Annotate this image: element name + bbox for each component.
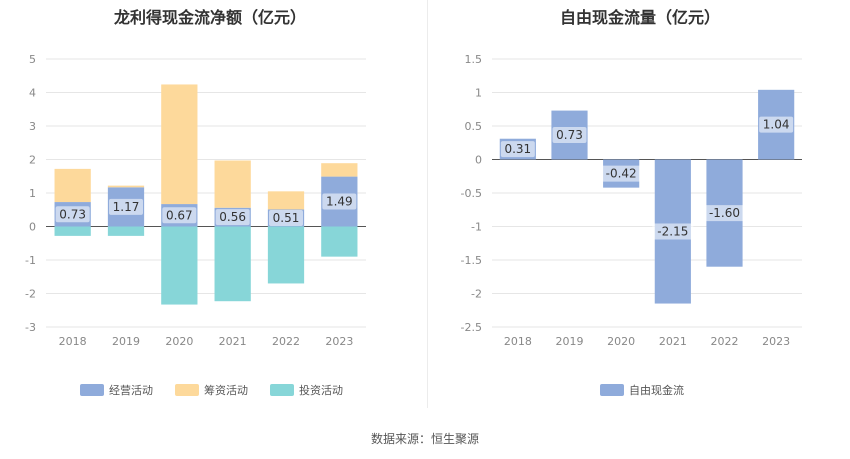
legend-label: 经营活动 xyxy=(109,384,153,397)
legend-label: 自由现金流 xyxy=(629,384,684,397)
legend-item-1[interactable]: 筹资活动 xyxy=(175,382,248,398)
bar-2020-s1 xyxy=(161,84,198,205)
y-tick-label: 1.5 xyxy=(465,53,483,66)
data-label-bg xyxy=(269,209,303,226)
x-tick-label-2023: 2023 xyxy=(762,335,790,348)
data-label-2023: 1.04 xyxy=(763,118,790,132)
data-label-2019: 0.73 xyxy=(556,128,583,142)
x-tick-label-2020: 2020 xyxy=(607,335,635,348)
legend-item-2[interactable]: 投资活动 xyxy=(270,382,343,398)
y-tick-label: -1 xyxy=(25,254,36,267)
data-label-bg xyxy=(759,116,794,133)
legend-item-0[interactable]: 自由现金流 xyxy=(600,382,684,398)
data-label-2020: -0.42 xyxy=(606,167,637,181)
x-tick-label-2022: 2022 xyxy=(272,335,300,348)
bar-2018-s1 xyxy=(54,168,91,203)
y-tick-label: -1.5 xyxy=(461,254,482,267)
data-label-2019: 1.17 xyxy=(113,200,140,214)
data-label-2022: 0.51 xyxy=(273,211,300,225)
y-tick-label: -2 xyxy=(471,288,482,301)
panel-divider xyxy=(427,0,428,408)
data-label-bg xyxy=(109,198,143,215)
y-tick-label: 0 xyxy=(29,221,36,234)
data-label-2022: -1.60 xyxy=(709,206,740,220)
legend-swatch xyxy=(80,384,104,396)
y-tick-label: 5 xyxy=(29,53,36,66)
y-tick-label: -2 xyxy=(25,288,36,301)
legend-item-0[interactable]: 经营活动 xyxy=(80,382,153,398)
x-tick-label-2023: 2023 xyxy=(325,335,353,348)
data-label-2021: -2.15 xyxy=(657,225,688,239)
y-tick-label: 2 xyxy=(29,154,36,167)
legend-label: 投资活动 xyxy=(299,384,343,397)
data-label-bg xyxy=(600,165,642,182)
data-label-bg xyxy=(162,207,197,224)
data-source: 数据来源：恒生聚源 xyxy=(370,432,479,446)
data-label-bg xyxy=(552,127,587,144)
y-tick-label: -2.5 xyxy=(461,321,482,334)
y-tick-label: 0.5 xyxy=(465,120,483,133)
bar-2022-s2 xyxy=(267,226,305,284)
bar-2021-s2 xyxy=(214,226,251,302)
data-label-2021: 0.56 xyxy=(219,210,246,224)
bar-2021-s1 xyxy=(214,160,251,208)
y-tick-label: 3 xyxy=(29,120,36,133)
bar-2020-s2 xyxy=(161,226,198,305)
legend-cashflow: 经营活动 筹资活动 投资活动 xyxy=(80,382,343,398)
free-cashflow-chart: 1.5 1 0.5 0 -0.5 -1 -1.5 -2 -2.5 0.31 2018 0.73 2019… xyxy=(461,53,802,348)
x-tick-label-2018: 2018 xyxy=(504,335,532,348)
data-label-2018: 0.73 xyxy=(59,207,86,221)
bar-2023-s2 xyxy=(321,226,358,257)
bar-2019-s2 xyxy=(107,226,145,236)
x-tick-label-2019: 2019 xyxy=(556,335,584,348)
data-label-bg xyxy=(322,193,357,210)
y-tick-label: 1 xyxy=(29,187,36,200)
x-tick-label-2022: 2022 xyxy=(711,335,739,348)
x-tick-label-2021: 2021 xyxy=(219,335,247,348)
data-label-2023: 1.49 xyxy=(326,195,353,209)
y-tick-label: -3 xyxy=(25,321,36,334)
x-tick-label-2018: 2018 xyxy=(59,335,87,348)
legend-label: 筹资活动 xyxy=(204,384,248,397)
legend-free-cashflow: 自由现金流 xyxy=(600,382,684,398)
data-label-bg xyxy=(652,223,694,240)
data-label-2018: 0.31 xyxy=(504,142,531,156)
x-tick-label-2020: 2020 xyxy=(165,335,193,348)
chart-title-cashflow: 龙利得现金流净额（亿元） xyxy=(113,8,306,27)
y-tick-label: -1 xyxy=(471,221,482,234)
bar-2018-s2 xyxy=(54,226,91,236)
legend-swatch xyxy=(270,384,294,396)
data-label-bg xyxy=(704,205,745,222)
data-label-2020: 0.67 xyxy=(166,208,193,222)
cashflow-chart: 5 4 3 2 1 0 -1 -2 -3 0.73 2018 1.17 2019 0.67 2020 0.56… xyxy=(25,53,366,348)
bar-2023-s1 xyxy=(321,163,358,177)
data-label-bg xyxy=(215,209,250,226)
chart-title-free-cashflow: 自由现金流量（亿元） xyxy=(559,8,720,27)
x-tick-label-2019: 2019 xyxy=(112,335,140,348)
bar-2019-s1 xyxy=(107,185,145,188)
y-tick-label: 0 xyxy=(475,154,482,167)
y-tick-label: 4 xyxy=(29,87,36,100)
x-tick-label-2021: 2021 xyxy=(659,335,687,348)
data-label-bg xyxy=(55,206,90,223)
y-tick-label: 1 xyxy=(475,87,482,100)
bar-2022-s1 xyxy=(267,191,305,210)
legend-swatch xyxy=(175,384,199,396)
y-tick-label: -0.5 xyxy=(461,187,482,200)
legend-swatch xyxy=(600,384,624,396)
data-label-bg xyxy=(500,141,535,158)
